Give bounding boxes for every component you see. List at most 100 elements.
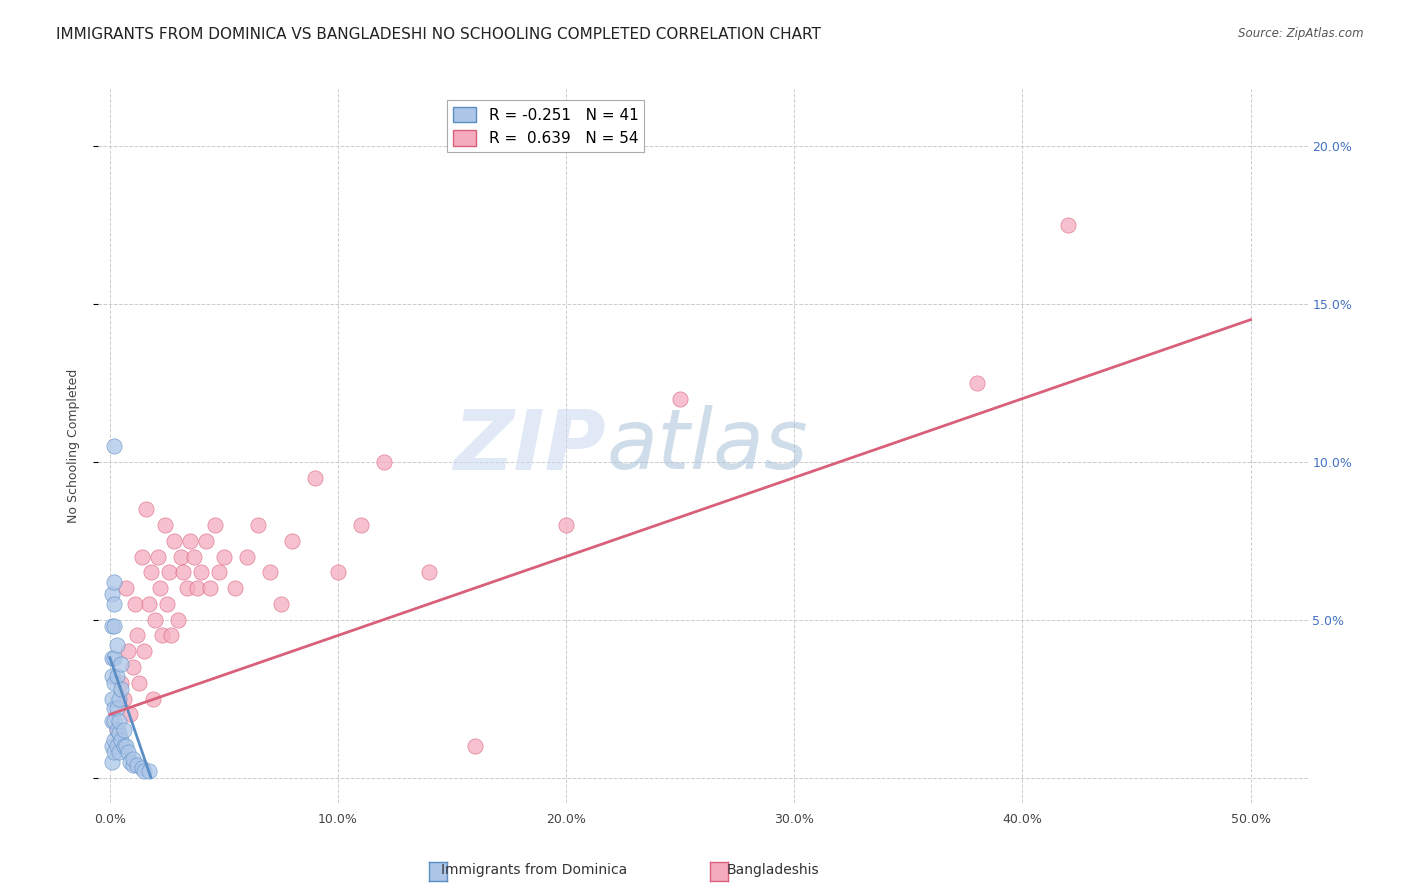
Point <box>200 581 222 595</box>
Point <box>108 691 131 706</box>
Point <box>103 597 125 611</box>
Point <box>153 517 176 532</box>
Point <box>127 628 149 642</box>
Point <box>235 549 257 564</box>
Point <box>212 549 235 564</box>
Point <box>103 745 125 759</box>
Point <box>112 691 135 706</box>
Point <box>101 587 124 601</box>
Point <box>156 597 179 611</box>
Point <box>108 726 131 740</box>
Point <box>350 517 373 532</box>
Point <box>105 739 128 753</box>
Point <box>112 739 135 753</box>
Point <box>101 755 124 769</box>
Point <box>183 549 205 564</box>
Point <box>150 628 173 642</box>
Point <box>117 644 139 658</box>
Point <box>186 581 208 595</box>
Point <box>149 581 172 595</box>
Point <box>117 745 139 759</box>
Point <box>194 533 217 548</box>
Point <box>190 566 212 580</box>
Point <box>259 566 281 580</box>
Text: Bangladeshis: Bangladeshis <box>727 863 820 877</box>
Point <box>138 597 160 611</box>
Point <box>110 732 132 747</box>
Point <box>669 392 692 406</box>
Legend: R = -0.251   N = 41, R =  0.639   N = 54: R = -0.251 N = 41, R = 0.639 N = 54 <box>447 101 644 153</box>
Point <box>176 581 198 595</box>
Point <box>120 707 142 722</box>
Point <box>247 517 270 532</box>
Point <box>110 682 132 697</box>
Point <box>163 533 186 548</box>
Point <box>103 650 125 665</box>
Point <box>105 638 128 652</box>
Point <box>131 549 153 564</box>
Point <box>101 650 124 665</box>
Point <box>131 761 153 775</box>
Text: Source: ZipAtlas.com: Source: ZipAtlas.com <box>1239 27 1364 40</box>
Point <box>105 723 128 738</box>
Point <box>208 566 231 580</box>
Text: ZIP: ZIP <box>454 406 606 486</box>
Point <box>160 628 183 642</box>
Y-axis label: No Schooling Completed: No Schooling Completed <box>67 369 80 523</box>
Point <box>121 660 143 674</box>
Point <box>108 714 131 728</box>
Point <box>138 764 160 779</box>
Text: IMMIGRANTS FROM DOMINICA VS BANGLADESHI NO SCHOOLING COMPLETED CORRELATION CHART: IMMIGRANTS FROM DOMINICA VS BANGLADESHI … <box>56 27 821 42</box>
Point <box>121 751 143 765</box>
Point <box>146 549 169 564</box>
Point <box>114 581 136 595</box>
Point <box>157 566 180 580</box>
Point <box>101 619 124 633</box>
Point <box>326 566 349 580</box>
Point <box>139 566 162 580</box>
Point <box>105 723 128 738</box>
Point <box>135 502 157 516</box>
Point <box>281 533 304 548</box>
Point <box>142 691 165 706</box>
Point <box>103 675 125 690</box>
Point <box>101 669 124 683</box>
Point <box>179 533 201 548</box>
Point <box>105 701 128 715</box>
Point <box>464 739 486 753</box>
Point <box>132 764 155 779</box>
Point <box>101 691 124 706</box>
Point <box>1057 218 1080 232</box>
Point <box>114 739 136 753</box>
Point <box>103 574 125 589</box>
Point <box>103 714 125 728</box>
Text: Immigrants from Dominica: Immigrants from Dominica <box>441 863 627 877</box>
Point <box>132 644 155 658</box>
Point <box>169 549 191 564</box>
Point <box>128 675 150 690</box>
Point <box>555 517 578 532</box>
Point <box>204 517 226 532</box>
Point <box>167 613 190 627</box>
Point <box>224 581 246 595</box>
Point <box>270 597 292 611</box>
Point <box>112 723 135 738</box>
Point <box>103 701 125 715</box>
Point <box>110 657 132 671</box>
Point <box>373 455 395 469</box>
Point <box>108 745 131 759</box>
Point <box>101 714 124 728</box>
Point <box>101 739 124 753</box>
Point <box>105 669 128 683</box>
Point <box>172 566 194 580</box>
Point <box>121 758 143 772</box>
Point <box>145 613 167 627</box>
Point <box>103 439 125 453</box>
Point <box>418 566 440 580</box>
Point <box>127 758 149 772</box>
Point <box>304 470 326 484</box>
Point <box>120 755 142 769</box>
Point <box>103 732 125 747</box>
Point <box>110 675 132 690</box>
Text: atlas: atlas <box>606 406 808 486</box>
